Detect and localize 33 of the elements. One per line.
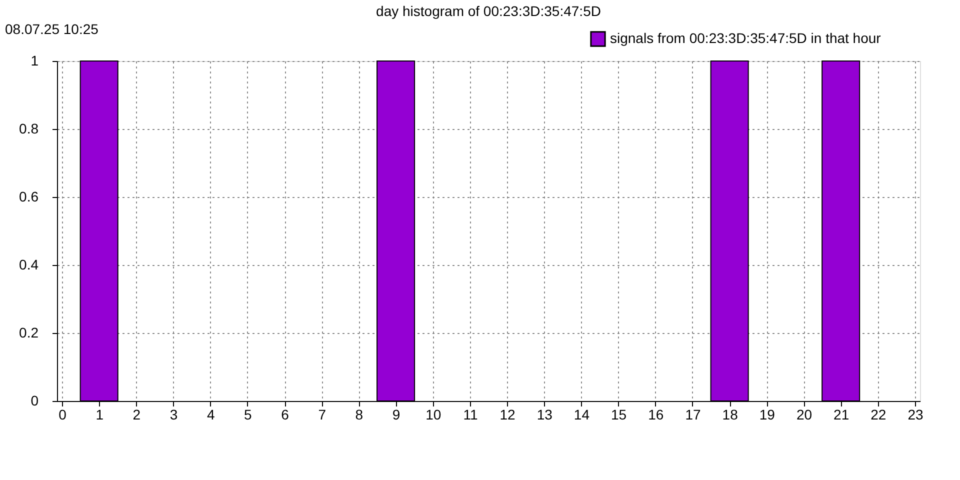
x-tick-label: 7 — [318, 406, 326, 422]
x-tick-label: 10 — [426, 406, 442, 422]
x-tick-label: 13 — [536, 406, 553, 422]
x-tick-label: 11 — [463, 406, 478, 422]
y-tick-label: 0.2 — [19, 324, 39, 340]
x-tick-label: 18 — [722, 406, 738, 422]
text: 08.07.25 10:25 — [5, 21, 99, 37]
x-tick-label: 4 — [206, 406, 215, 422]
x-tick-label: 17 — [685, 406, 701, 422]
x-tick-label: 15 — [611, 406, 627, 422]
x-tick-label: 2 — [132, 406, 141, 422]
chart-title: day histogram of 00:23:3D:35:47:5D — [376, 3, 601, 19]
x-tick-label: 6 — [281, 406, 290, 422]
x-tick-label: 9 — [392, 406, 400, 422]
x-tick-label: 22 — [870, 406, 886, 422]
legend-label: signals from 00:23:3D:35:47:5D in that hour — [610, 30, 882, 46]
x-tick-label: 5 — [244, 406, 252, 422]
x-tick-label: 23 — [908, 406, 924, 422]
x-tick-label: 16 — [648, 406, 664, 422]
x-tick-label: 20 — [796, 406, 812, 422]
y-tick-label: 0.8 — [19, 120, 39, 136]
y-tick-label: 0.6 — [19, 188, 39, 204]
x-tick-label: 12 — [500, 406, 516, 422]
y-tick-label: 0.4 — [19, 256, 39, 272]
y-tick-label: 0 — [30, 392, 39, 408]
x-tick-label: 19 — [759, 406, 776, 422]
y-tick-label: 1 — [30, 52, 39, 68]
x-tick-label: 8 — [355, 406, 364, 422]
x-tick-label: 14 — [574, 406, 590, 422]
x-tick-label: 1 — [96, 406, 104, 422]
x-tick-label: 0 — [58, 406, 67, 422]
x-tick-label: 21 — [834, 406, 850, 422]
x-tick-label: 3 — [170, 406, 178, 422]
